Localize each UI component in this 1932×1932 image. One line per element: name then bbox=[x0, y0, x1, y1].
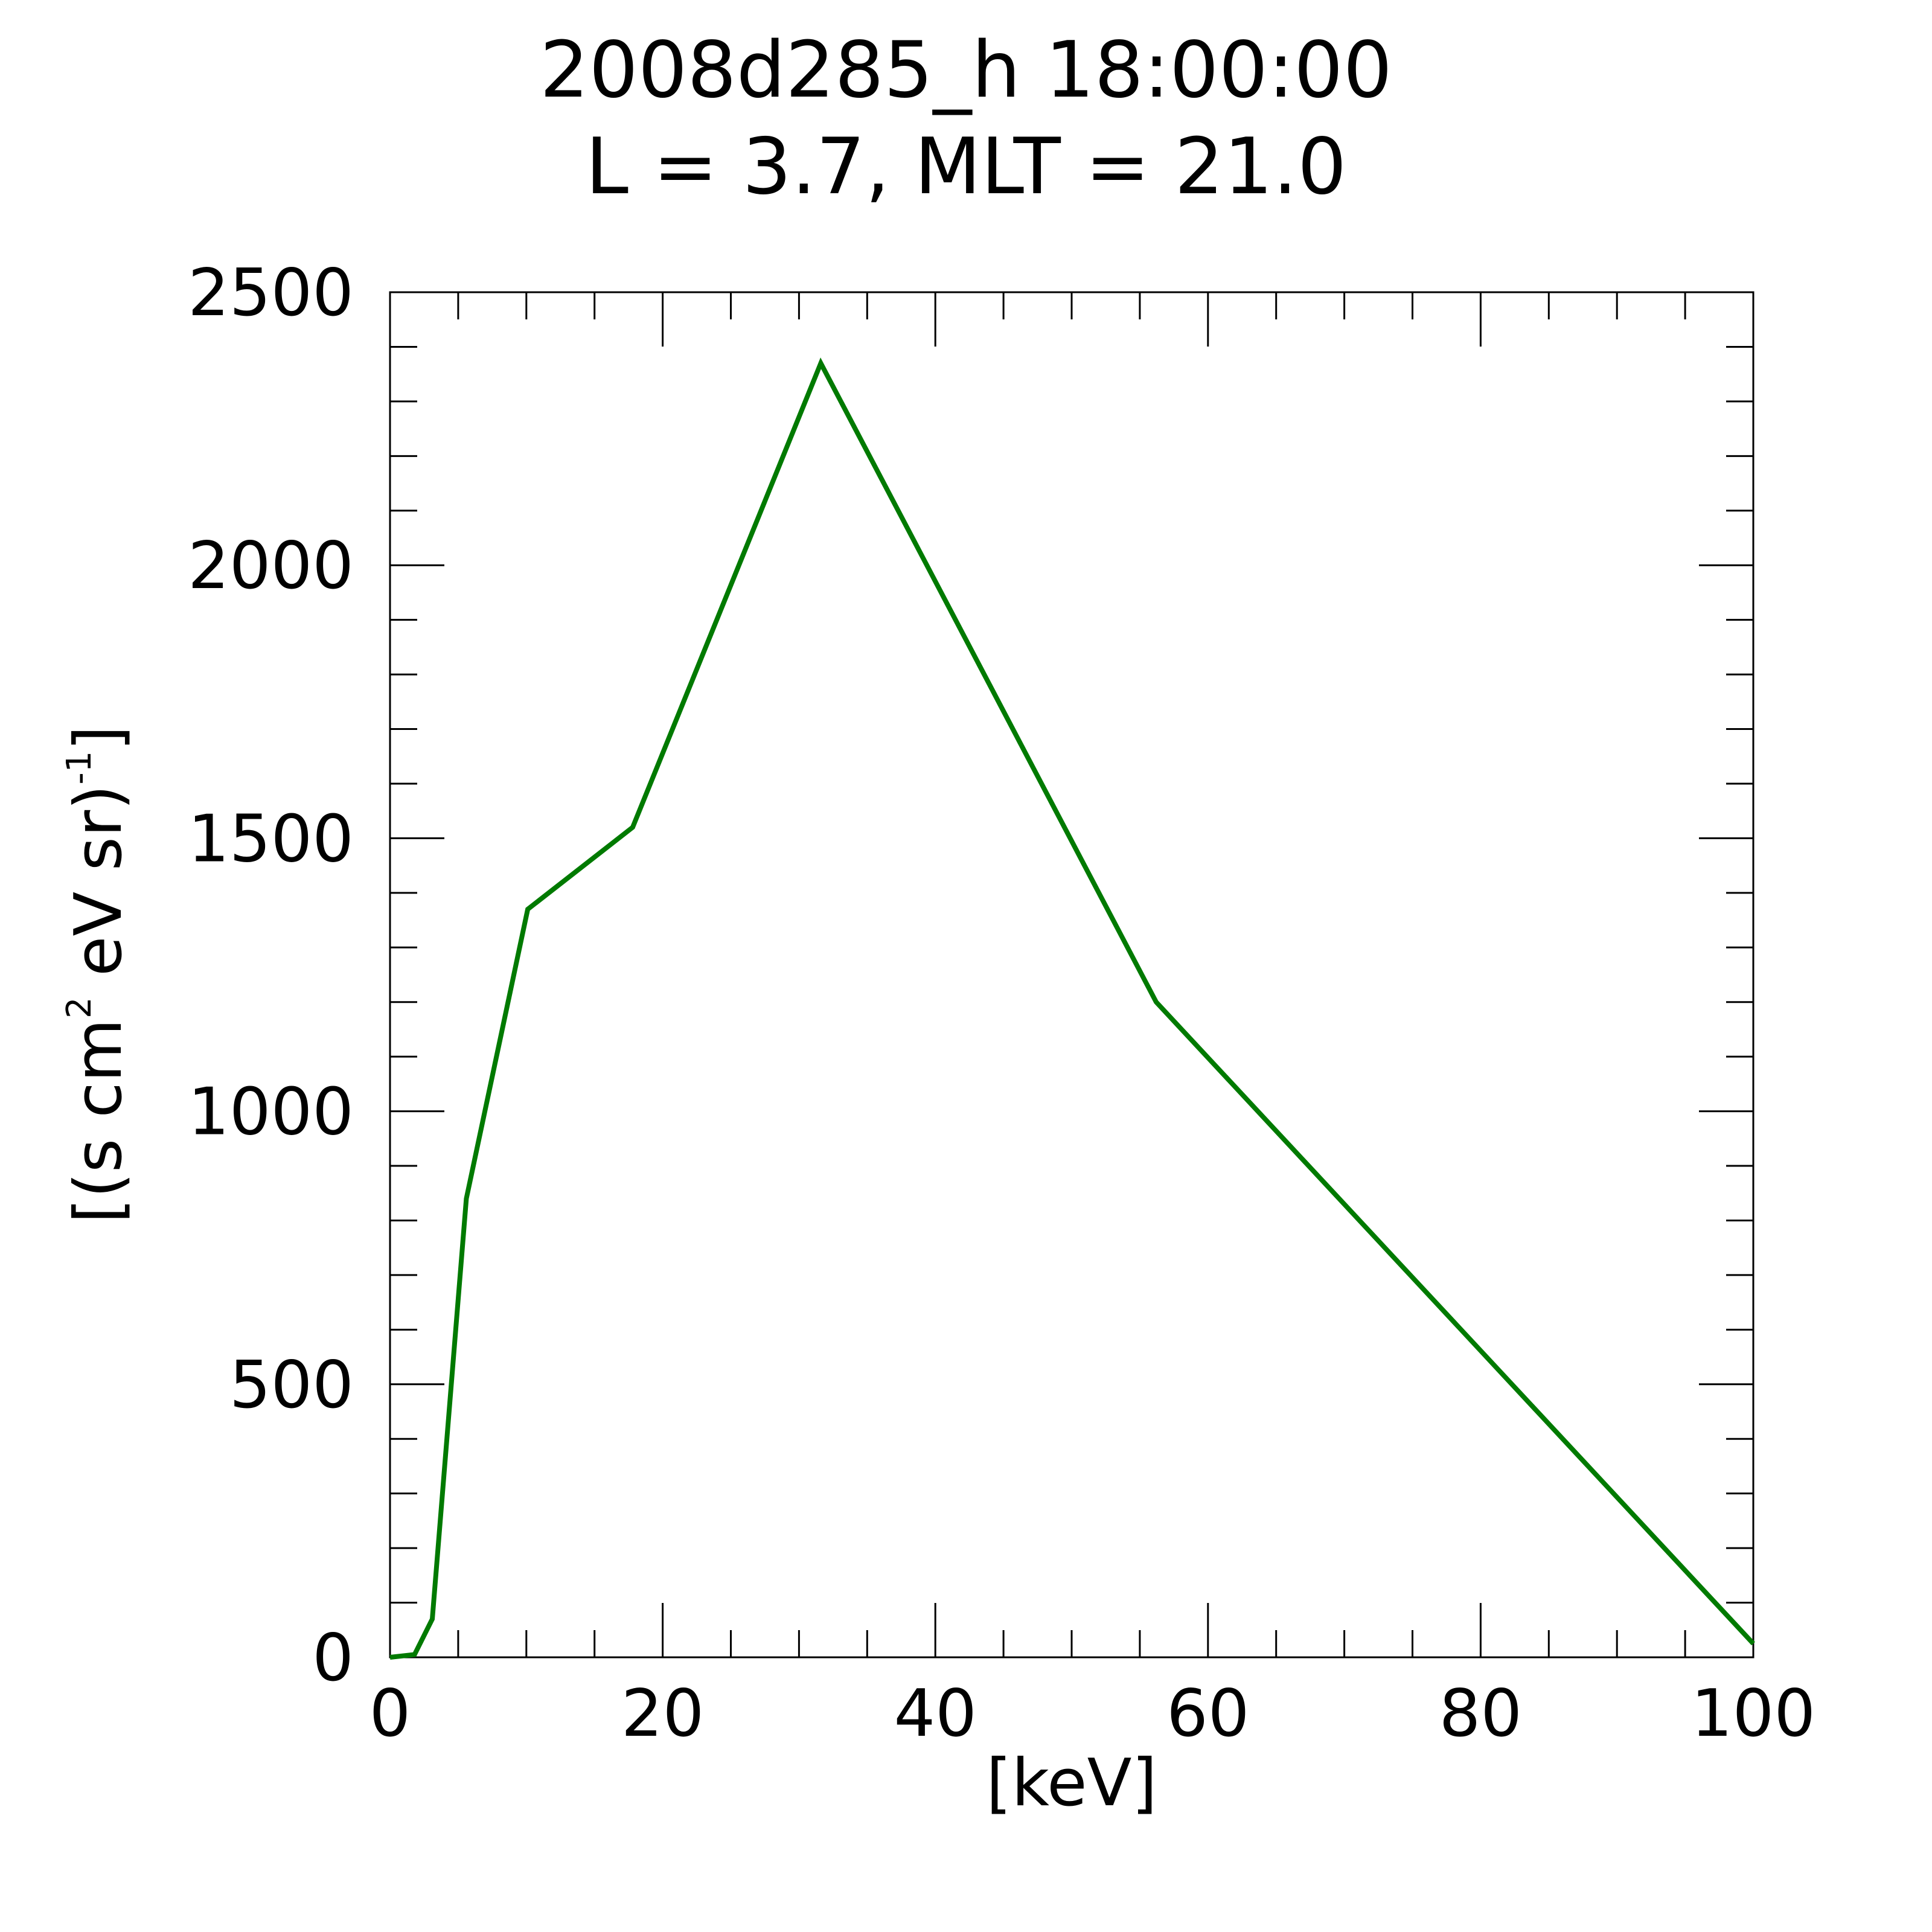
y-axis-label: [(s cm2 eV sr)-1] bbox=[60, 726, 136, 1224]
y-axis-label-sup2: -1 bbox=[60, 751, 99, 785]
y-tick-label: 500 bbox=[229, 1348, 354, 1423]
y-tick-label: 0 bbox=[312, 1620, 354, 1696]
plot-frame bbox=[389, 291, 1754, 1659]
x-tick-label: 40 bbox=[894, 1676, 976, 1751]
chart-title-line-1: 2008d285_h 18:00:00 bbox=[540, 25, 1392, 115]
y-tick-label: 2000 bbox=[188, 528, 354, 604]
x-tick-label: 80 bbox=[1439, 1676, 1522, 1751]
y-tick-label: 1500 bbox=[188, 801, 354, 877]
series-line bbox=[389, 357, 1755, 1660]
y-axis-label-part2: eV sr) bbox=[61, 785, 136, 997]
y-tick-labels: 0 500 1000 1500 2000 2500 bbox=[188, 255, 354, 1696]
x-tick-label: 20 bbox=[621, 1676, 704, 1751]
y-tick-label: 1000 bbox=[188, 1075, 354, 1150]
y-axis-label-part3: ] bbox=[61, 726, 136, 751]
x-tick-label: 100 bbox=[1691, 1676, 1815, 1751]
x-tick-label: 0 bbox=[369, 1676, 411, 1751]
y-tick-label: 2500 bbox=[188, 255, 354, 331]
y-axis-label-sup1: 2 bbox=[60, 997, 99, 1019]
x-axis-label: [keV] bbox=[986, 1745, 1157, 1821]
chart-title-line-2: L = 3.7, MLT = 21.0 bbox=[586, 122, 1347, 212]
y-axis-label-part1: [(s cm bbox=[61, 1019, 136, 1223]
x-tick-labels: 0 20 40 60 80 100 bbox=[369, 1676, 1815, 1751]
axis-ticks bbox=[389, 291, 1754, 1659]
x-tick-label: 60 bbox=[1166, 1676, 1249, 1751]
